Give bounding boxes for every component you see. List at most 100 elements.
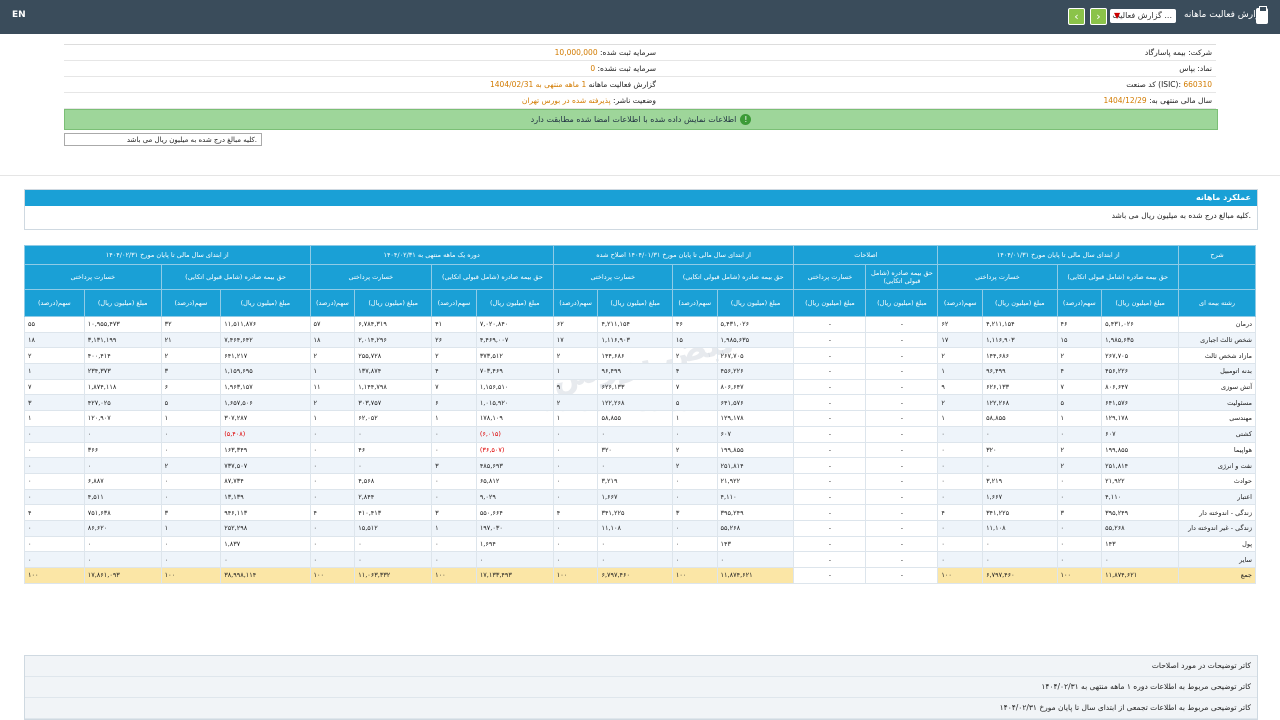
table-cell: ۰ <box>160 488 222 506</box>
table-row: زندگی - غیر اندوخته دار ۵۵,۲۶۸ ۰ ۱۱,۱۰۸ ۰- -۵… <box>24 519 1256 537</box>
table-cell: ۱۸ <box>309 331 356 349</box>
table-cell: ۶۵,۸۱۲ <box>475 472 554 490</box>
table-body: درمان ۵,۴۳۱,۰۲۶ ۴۶ ۴,۲۱۱,۱۵۴ ۶۲- -۵,۴۳۱,۰۲۶ ۴۶… <box>24 316 1256 584</box>
table-cell: ۲ <box>1056 441 1103 459</box>
table-cell: ۰ <box>354 457 433 474</box>
table-cell: ۲ <box>160 347 222 365</box>
row-label: آتش سوزی <box>1178 378 1256 396</box>
clipboard-icon[interactable] <box>1256 6 1268 24</box>
table-cell: ۲ <box>937 347 984 365</box>
table-cell: ۶۰۷ <box>716 425 795 443</box>
company-name: شرکت: بیمه پاسارگاد <box>1144 48 1212 57</box>
table-cell: ۳۷۳,۵۱۲ <box>475 347 554 365</box>
table-cell: ۴,۵۶۸ <box>354 472 433 490</box>
table-cell: ۱ <box>309 363 356 380</box>
table-cell: ۱۲۰,۹۰۷ <box>83 410 162 427</box>
table-cell: ۰ <box>160 425 222 443</box>
table-cell: ۶۴۱,۵۷۶ <box>716 394 795 412</box>
col-header: مبلغ (میلیون ریال) <box>716 289 795 317</box>
table-cell: ۲۶۷,۷۰۵ <box>716 347 795 365</box>
table-cell: ۴ <box>431 363 477 380</box>
table-cell: ۹ <box>552 378 599 396</box>
table-cell: ۲ <box>309 347 356 365</box>
table-cell: ۱ <box>24 363 85 380</box>
symbol: نماد: بپاس <box>1179 64 1212 73</box>
table-cell: ۲ <box>671 347 718 365</box>
table-cell: - <box>865 488 939 506</box>
table-cell: ۲۵۱,۸۱۴ <box>1101 457 1180 474</box>
table-cell: (۶,۰۱۵) <box>475 425 554 443</box>
table-cell: ۲۱,۹۲۲ <box>1101 472 1180 490</box>
table-cell: ۰ <box>937 472 984 490</box>
table-cell: ۱ <box>937 410 984 427</box>
table-cell: ۰ <box>982 551 1058 568</box>
status-label: وضعیت ناشر: <box>613 96 656 105</box>
chevron-down-icon: ▼ <box>1114 11 1121 20</box>
col-header: مبلغ (میلیون ریال) <box>220 289 311 317</box>
row-label: زندگی - اندوخته دار <box>1178 504 1256 521</box>
table-cell: ۴۶ <box>354 441 433 459</box>
table-row: درمان ۵,۴۳۱,۰۲۶ ۴۶ ۴,۲۱۱,۱۵۴ ۶۲- -۵,۴۳۱,۰۲۶ ۴۶… <box>24 316 1256 333</box>
table-cell: ۲۵۱,۸۱۴ <box>716 457 795 474</box>
table-cell: ۰ <box>309 441 356 459</box>
language-toggle[interactable]: EN <box>12 10 26 20</box>
col-header: سهم(درصد) <box>309 289 356 317</box>
unregistered-value: 0 <box>590 64 596 73</box>
table-cell: ۰ <box>309 551 356 568</box>
table-cell: ۲ <box>160 457 222 474</box>
info-row: نماد: بپاس سرمایه ثبت نشده: 0 <box>64 61 1216 77</box>
table-cell: - <box>865 535 939 553</box>
table-cell: ۱۷ <box>552 331 599 349</box>
table-row: شخص ثالث اجباری ۱,۹۸۵,۶۳۵ ۱۵ ۱,۱۱۶,۹۰۳ ۱۷- -۱… <box>24 331 1256 349</box>
table-cell: ۶,۸۸۷ <box>83 472 162 490</box>
table-cell: ۲۶۷,۷۰۵ <box>1101 347 1180 365</box>
table-cell: ۱۰,۹۵۵,۴۷۳ <box>83 316 162 333</box>
table-cell: ۰ <box>937 457 984 474</box>
monthly-performance-section: عملکرد ماهانه کلیه مبالغ درج شده به میلی… <box>24 189 1258 230</box>
table-cell: ۵۸,۸۵۵ <box>982 410 1058 427</box>
row-label: درمان <box>1178 316 1256 333</box>
table-cell: ۳ <box>1056 504 1103 521</box>
row-label: هواپیما <box>1178 441 1256 459</box>
table-cell: ۱۲۹,۱۷۸ <box>1101 410 1180 427</box>
report-type-select[interactable]: ▼ گزارش فعالیت ... <box>1110 9 1176 23</box>
cumulative-explanation[interactable]: کاتر توضیحی مربوط به اطلاعات تجمعی از اب… <box>25 698 1257 719</box>
table-cell: ۳,۱۳۱,۱۹۹ <box>83 331 162 349</box>
table-cell: ۰ <box>83 551 162 568</box>
table-cell: ۲۵۲,۲۹۸ <box>220 519 311 537</box>
period-explanation[interactable]: کاتر توضیحی مربوط به اطلاعات دوره ۱ ماهه… <box>25 677 1257 698</box>
table-cell: ۰ <box>982 457 1058 474</box>
col-header: مبلغ (میلیون ریال) <box>475 289 554 317</box>
table-cell: (۳۶,۵۰۷) <box>475 441 554 459</box>
table-cell: - <box>865 441 939 459</box>
table-cell: ۱ <box>671 410 718 427</box>
col-header: مبلغ (میلیون ریال) <box>1101 289 1180 317</box>
table-cell: ۱۶۳,۳۴۹ <box>220 441 311 459</box>
col-header: سهم(درصد) <box>937 289 984 317</box>
table-cell: - <box>793 363 867 380</box>
table-cell: ۴,۲۱۱,۱۵۴ <box>597 316 673 333</box>
row-label: پول <box>1178 535 1256 553</box>
table-cell: ۰ <box>431 472 477 490</box>
previous-report-button[interactable]: ‹ <box>1068 8 1085 25</box>
table-cell: ۷,۰۲۰,۸۴۰ <box>475 316 554 333</box>
table-cell: - <box>865 457 939 474</box>
table-cell: - <box>865 472 939 490</box>
table-cell: ۰ <box>552 535 599 553</box>
table-cell: - <box>793 394 867 412</box>
next-report-button[interactable]: › <box>1090 8 1107 25</box>
table-cell: ۱۱,۸۷۴,۶۲۱ <box>1101 567 1180 584</box>
table-cell: ۵ <box>1056 394 1103 412</box>
table-cell: ۷۳۷,۵۰۷ <box>220 457 311 474</box>
table-cell: ۱ <box>937 363 984 380</box>
table-cell: ۱ <box>1056 410 1103 427</box>
col-header: حق بیمه صادره (شامل قبولی اتکایی) <box>431 264 554 290</box>
table-row: مهندسی ۱۲۹,۱۷۸ ۱ ۵۸,۸۵۵ ۱- -۱۲۹,۱۷۸ ۱ ۵۸,۸۵۵ ۱ ۱۷… <box>24 410 1256 427</box>
info-row: شرکت: بیمه پاسارگاد سرمایه ثبت شده: 10,0… <box>64 45 1216 61</box>
table-cell: ۳ <box>24 394 85 412</box>
adjustments-explanation[interactable]: کاتر توضیحات در مورد اصلاحات <box>25 656 1257 677</box>
table-cell: ۰ <box>937 535 984 553</box>
table-cell: ۱۷,۸۶۱,۰۹۳ <box>83 567 162 584</box>
table-cell: ۰ <box>671 535 718 553</box>
table-cell: ۲۱ <box>160 331 222 349</box>
